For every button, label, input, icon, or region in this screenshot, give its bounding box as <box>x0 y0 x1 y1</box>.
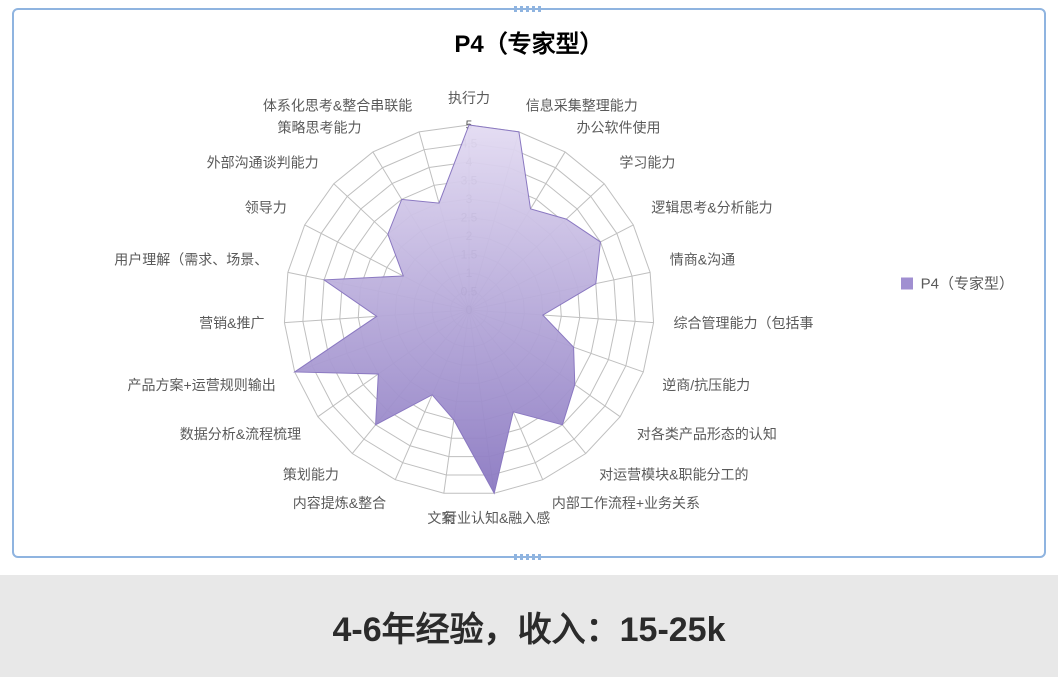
svg-text:产品方案+运营规则输出: 产品方案+运营规则输出 <box>128 377 276 393</box>
svg-text:内部工作流程+业务关系: 内部工作流程+业务关系 <box>552 495 700 511</box>
legend-swatch <box>901 277 913 289</box>
svg-text:用户理解（需求、场景、: 用户理解（需求、场景、 <box>114 252 268 268</box>
svg-text:办公软件使用: 办公软件使用 <box>576 120 660 136</box>
svg-text:领导力: 领导力 <box>245 200 287 216</box>
legend-label: P4（专家型） <box>921 273 1014 294</box>
svg-text:学习能力: 学习能力 <box>619 154 675 170</box>
radar-chart: 00.511.522.533.544.55 执行力信息采集整理能力办公软件使用学… <box>14 10 1048 560</box>
legend: P4（专家型） <box>901 273 1014 294</box>
svg-text:体系化思考&整合串联能: 体系化思考&整合串联能 <box>263 98 412 114</box>
svg-text:逆商/抗压能力: 逆商/抗压能力 <box>662 377 750 393</box>
svg-text:信息采集整理能力: 信息采集整理能力 <box>526 98 638 114</box>
svg-text:文案: 文案 <box>427 510 455 526</box>
svg-text:情商&沟通: 情商&沟通 <box>670 252 735 268</box>
caption-text: 4-6年经验，收入：15-25k <box>332 602 725 651</box>
chart-frame: P4（专家型） 00.511.522.533.544.55 执行力信息采集整理能… <box>12 8 1046 558</box>
svg-text:内容提炼&整合: 内容提炼&整合 <box>293 495 386 511</box>
caption-bar: 4-6年经验，收入：15-25k <box>0 575 1058 677</box>
svg-text:综合管理能力（包括事: 综合管理能力（包括事 <box>674 315 814 331</box>
svg-text:外部沟通谈判能力: 外部沟通谈判能力 <box>207 154 319 170</box>
svg-text:执行力: 执行力 <box>448 90 490 106</box>
svg-text:策略思考能力: 策略思考能力 <box>278 120 362 136</box>
svg-text:对运营模块&职能分工的: 对运营模块&职能分工的 <box>599 466 748 482</box>
svg-text:逻辑思考&分析能力: 逻辑思考&分析能力 <box>651 200 772 216</box>
svg-text:数据分析&流程梳理: 数据分析&流程梳理 <box>180 426 301 442</box>
svg-text:行业认知&融入感: 行业认知&融入感 <box>443 510 550 526</box>
svg-text:策划能力: 策划能力 <box>283 466 339 482</box>
svg-text:对各类产品形态的认知: 对各类产品形态的认知 <box>637 426 777 442</box>
svg-text:营销&推广: 营销&推广 <box>199 315 264 331</box>
